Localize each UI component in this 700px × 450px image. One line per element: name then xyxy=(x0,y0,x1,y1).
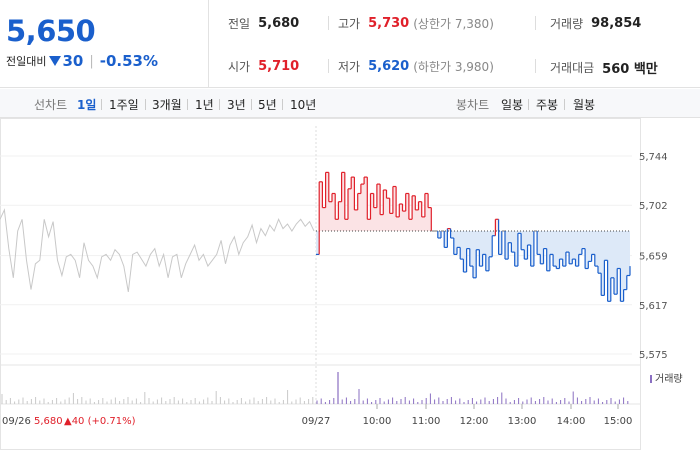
current-price: 5,650 xyxy=(6,14,96,48)
open-value: 5,710 xyxy=(258,59,300,74)
divider xyxy=(528,99,529,110)
line-chart-label: 선차트 xyxy=(34,98,68,112)
prev-day-close: 5,680 xyxy=(34,416,63,427)
turnover-value: 560 백만 xyxy=(602,62,658,77)
x-tick-label: 09/27 xyxy=(302,416,331,427)
divider xyxy=(187,99,188,110)
lower-limit: (하한가 3,980) xyxy=(413,60,494,74)
stat-divider xyxy=(328,59,329,73)
period-3y[interactable]: 3년 xyxy=(227,98,246,112)
stat-divider xyxy=(328,16,329,30)
divider: | xyxy=(89,53,94,69)
x-tick-label: 14:00 xyxy=(557,416,586,427)
change-percent: -0.53% xyxy=(99,52,159,70)
volume-label: 거래량 xyxy=(550,17,584,31)
period-10y[interactable]: 10년 xyxy=(290,98,317,112)
price-box: 5,650 전일대비 30 | -0.53% xyxy=(0,0,209,88)
divider xyxy=(251,99,252,110)
turnover-stat: 거래대금 560 백만 xyxy=(550,58,658,77)
high-value: 5,730 xyxy=(368,16,410,31)
x-tick-label: 11:00 xyxy=(412,416,441,427)
stat-divider xyxy=(535,16,536,30)
y-tick-label: 5,744 xyxy=(639,152,668,163)
divider xyxy=(564,99,565,110)
volume-value: 98,854 xyxy=(591,16,642,31)
prev-close-value: 5,680 xyxy=(258,16,300,31)
x-tick-label: 13:00 xyxy=(508,416,537,427)
low-value: 5,620 xyxy=(368,59,410,74)
period-1w[interactable]: 1주일 xyxy=(109,98,139,112)
candle-weekly[interactable]: 주봉 xyxy=(536,98,559,112)
prev-day-line xyxy=(0,208,315,292)
change-row: 전일대비 30 | -0.53% xyxy=(6,52,158,70)
period-1y[interactable]: 1년 xyxy=(195,98,214,112)
divider xyxy=(282,99,283,110)
quote-panel: 5,650 전일대비 30 | -0.53% 전일 5,680 고가 5,730… xyxy=(0,0,700,88)
low-label: 저가 xyxy=(338,60,361,74)
period-5y[interactable]: 5년 xyxy=(258,98,277,112)
turnover-label: 거래대금 xyxy=(550,61,595,75)
prev-close-label: 전일 xyxy=(228,17,251,31)
down-triangle-icon xyxy=(49,56,62,66)
x-tick-label: 15:00 xyxy=(604,416,633,427)
price-chart[interactable]: 5,744 5,702 5,659 5,617 5,575 09/27 10:00 11:00… xyxy=(0,118,700,450)
open-stat: 시가 5,710 xyxy=(228,58,299,75)
x-tick-label: 10:00 xyxy=(363,416,392,427)
chart-toolbar: 선차트 1일 1주일 3개월 1년 3년 5년 10년 봉차트 일봉 주봉 월봉 xyxy=(0,89,700,118)
chart-frame xyxy=(0,118,641,450)
candle-monthly[interactable]: 월봉 xyxy=(573,98,596,112)
volume-stat: 거래량 98,854 xyxy=(550,15,641,32)
change-label: 전일대비 xyxy=(6,55,47,68)
change-amount: 30 xyxy=(62,52,84,70)
divider xyxy=(145,99,146,110)
upper-limit: (상한가 7,380) xyxy=(413,17,494,31)
high-label: 고가 xyxy=(338,17,361,31)
candle-chart-label: 봉차트 xyxy=(456,98,490,112)
up-area xyxy=(316,172,630,231)
divider xyxy=(219,99,220,110)
volume-legend: 거래량 xyxy=(650,370,683,385)
y-tick-label: 5,575 xyxy=(639,350,668,361)
low-stat: 저가 5,620 (하한가 3,980) xyxy=(338,58,494,75)
prev-day-date: 09/26 xyxy=(2,416,31,427)
y-tick-label: 5,702 xyxy=(639,201,668,212)
open-label: 시가 xyxy=(228,60,251,74)
candle-daily[interactable]: 일봉 xyxy=(501,98,524,112)
y-tick-label: 5,617 xyxy=(639,301,668,312)
stat-divider xyxy=(535,59,536,73)
divider xyxy=(101,99,102,110)
y-tick-label: 5,659 xyxy=(639,252,668,263)
period-3m[interactable]: 3개월 xyxy=(152,98,182,112)
period-1d[interactable]: 1일 xyxy=(77,98,97,112)
x-tick-label: 12:00 xyxy=(460,416,489,427)
prev-close-stat: 전일 5,680 xyxy=(228,15,299,32)
high-stat: 고가 5,730 (상한가 7,380) xyxy=(338,15,494,32)
prev-day-change: ▲40 (+0.71%) xyxy=(64,416,136,427)
